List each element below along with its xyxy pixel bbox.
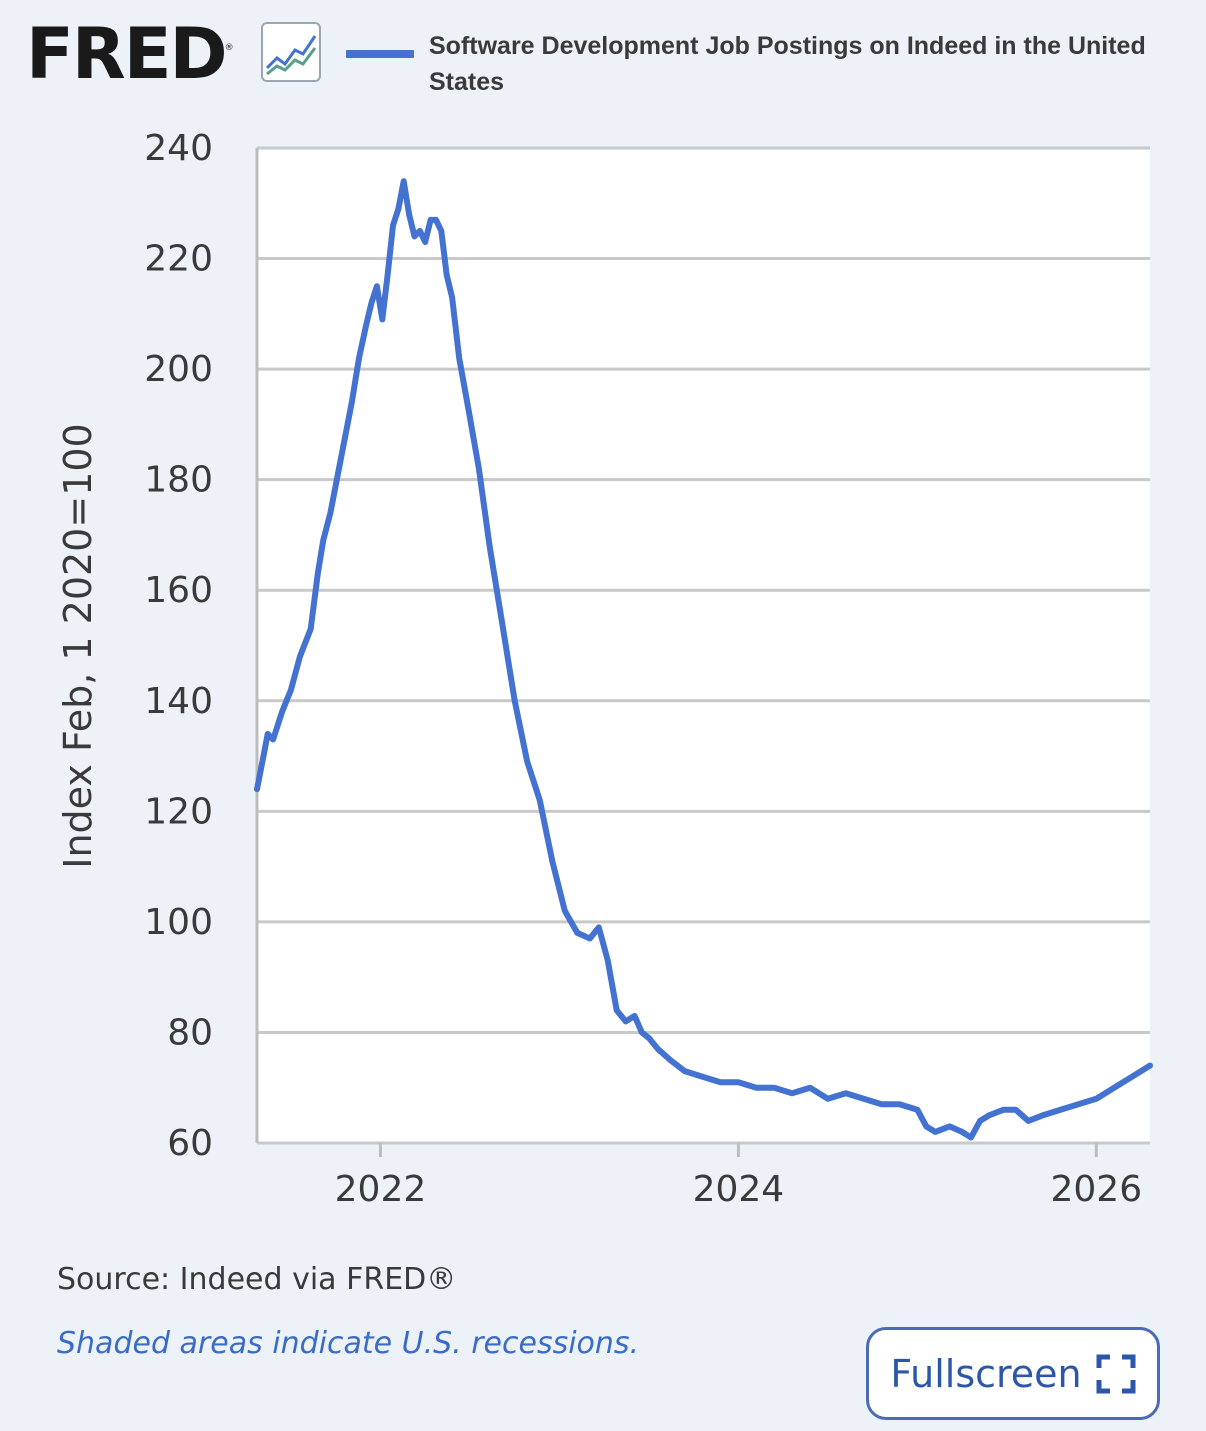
x-tick-label: 2026 <box>1051 1169 1143 1210</box>
y-tick-label: 200 <box>144 349 213 390</box>
line-graph-icon[interactable] <box>261 22 321 82</box>
fred-logo[interactable]: FRED ® <box>26 13 234 95</box>
y-tick-label: 120 <box>144 791 213 832</box>
y-tick-label: 100 <box>144 902 213 943</box>
y-axis-ticks: 60 80 100 120 140 160 180 200 220 240 <box>144 128 213 1164</box>
plot-area <box>257 148 1150 1143</box>
x-axis-ticks: 2022 2024 2026 <box>335 1143 1142 1210</box>
series-group <box>254 178 1153 1141</box>
fullscreen-button[interactable]: Fullscreen <box>866 1327 1160 1420</box>
y-tick-label: 240 <box>144 128 213 169</box>
legend-swatch <box>346 50 414 58</box>
x-tick-label: 2024 <box>693 1169 785 1210</box>
y-tick-label: 160 <box>144 570 213 611</box>
legend-label: Software Development Job Postings on Ind… <box>429 32 1146 96</box>
x-tick-label: 2022 <box>335 1169 427 1210</box>
series-line[interactable] <box>254 178 1153 1141</box>
y-tick-label: 180 <box>144 460 213 501</box>
y-axis-title: Index Feb, 1 2020=100 <box>56 423 100 869</box>
source-note: Source: Indeed via FRED® <box>57 1262 457 1297</box>
fred-logo-text: FRED <box>26 13 228 95</box>
grid-lines <box>255 146 1150 1145</box>
fullscreen-icon <box>1096 1354 1136 1393</box>
line-graph-icon-svg <box>265 35 317 76</box>
y-tick-label: 60 <box>167 1123 213 1164</box>
chart-header: FRED ® Software Development Job Postings … <box>0 0 1206 110</box>
y-tick-label: 80 <box>167 1012 213 1053</box>
plot-background <box>257 148 1150 1143</box>
y-tick-label: 220 <box>144 239 213 280</box>
y-tick-label: 140 <box>144 681 213 722</box>
fullscreen-button-label: Fullscreen <box>890 1351 1082 1396</box>
fred-logo-registered-mark: ® <box>224 43 234 53</box>
recession-note-link[interactable]: Shaded areas indicate U.S. recessions. <box>57 1326 640 1361</box>
